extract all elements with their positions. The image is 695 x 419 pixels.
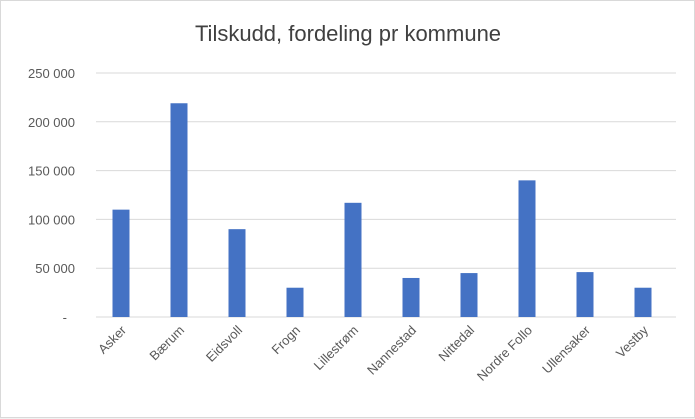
bar-nannestad: [402, 277, 420, 317]
x-tick-label: Nannestad: [364, 323, 419, 378]
bar-ullensaker: [576, 272, 594, 317]
y-tick-label: 200 000: [28, 115, 75, 130]
x-axis-tick-labels: Asker Bærum Eidsvoll Frogn Lillestrøm Nannest…: [95, 322, 651, 384]
x-tick-label: Bærum: [146, 323, 187, 364]
bar-lillestrøm: [344, 202, 362, 317]
bar-asker: [112, 209, 130, 317]
x-tick-label: Vestby: [613, 322, 652, 361]
bar-eidsvoll: [228, 229, 246, 317]
bar-frogn: [286, 287, 304, 317]
x-tick-label: Ullensaker: [539, 322, 594, 377]
bar-nittedal: [460, 273, 478, 317]
x-tick-label: Lillestrøm: [311, 323, 361, 373]
chart-title: Tilskudd, fordeling pr kommune: [195, 21, 501, 46]
y-tick-label: 50 000: [35, 261, 75, 276]
x-tick-label: Nordre Follo: [474, 323, 535, 384]
x-tick-label: Nittedal: [435, 322, 477, 364]
bars: [112, 103, 652, 317]
bar-nordre-follo: [518, 180, 536, 317]
bar-bærum: [170, 103, 188, 317]
y-tick-label: 250 000: [28, 66, 75, 81]
y-tick-label: 150 000: [28, 164, 75, 179]
y-tick-label: 100 000: [28, 212, 75, 227]
bar-vestby: [634, 287, 652, 317]
y-tick-label: -: [63, 310, 67, 325]
x-tick-label: Eidsvoll: [203, 322, 245, 364]
x-tick-label: Asker: [95, 322, 130, 357]
x-tick-label: Frogn: [268, 323, 303, 358]
y-axis-tick-labels: - 50 000 100 000 150 000 200 000 250 000: [28, 66, 75, 325]
